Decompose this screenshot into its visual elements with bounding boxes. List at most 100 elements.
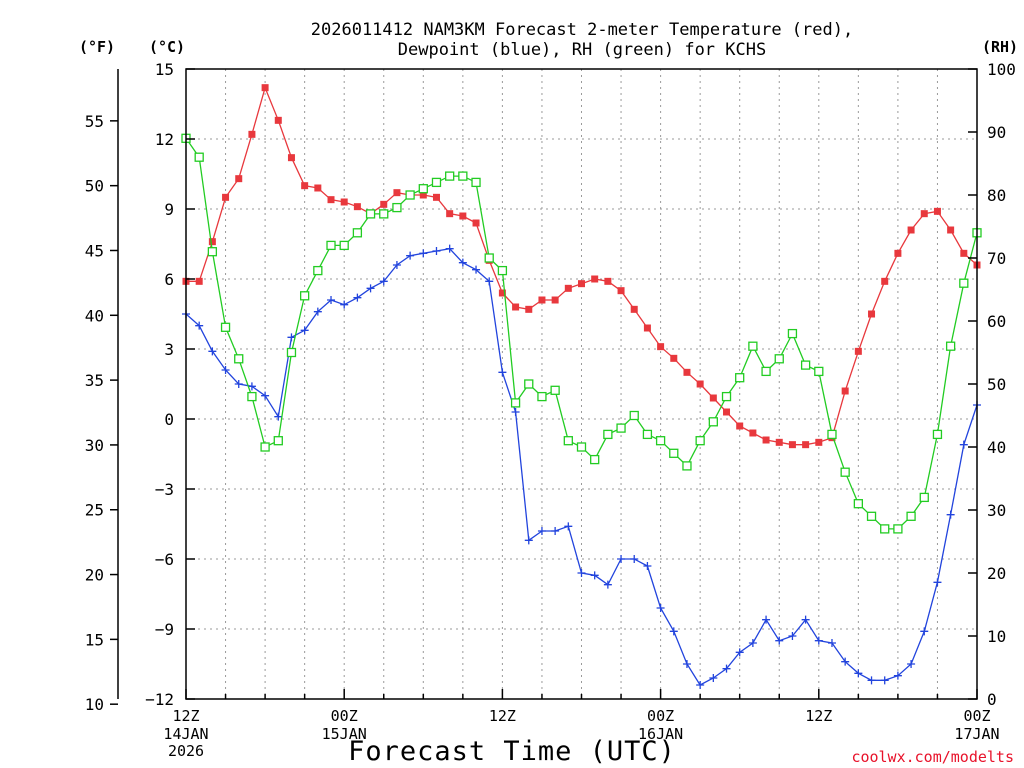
dewpoint-point [366,284,375,293]
dewpoint-point [920,627,929,636]
2-meter-temperature-point [630,305,638,313]
fahrenheit-tick-label: 15 [85,630,104,649]
2-meter-temperature-point [472,219,480,227]
2-meter-temperature-point [459,212,467,220]
rh-point [840,467,850,477]
2-meter-temperature-point [208,238,216,246]
rh-point [326,240,336,251]
rh-point [484,253,494,263]
rh-point [616,423,626,433]
rh-point [866,511,877,521]
2-meter-temperature-point [261,84,269,92]
rh-point [405,190,415,200]
dewpoint-point [590,571,599,580]
dewpoint-point [762,615,771,624]
chart-title-line2: Dewpoint (blue), RH (green) for KCHS [398,40,766,60]
2-meter-temperature-point [723,408,731,416]
rh-point [524,379,534,389]
rh-point [286,347,297,358]
dewpoint-point [564,522,573,531]
rh-point [260,442,270,452]
dewpoint-point [801,615,810,624]
dewpoint-point [208,347,217,356]
rh-point [563,436,573,446]
rh-point [576,442,587,452]
rh-point [194,152,204,162]
dewpoint-point [524,536,533,545]
rh-tick-label: 80 [987,186,1006,205]
rh-point [550,385,560,395]
rh-point [945,341,956,351]
celsius-tick-label: 15 [155,60,174,79]
rh-point [735,373,745,383]
dewpoint-point [274,412,283,421]
celsius-tick-label: 3 [164,340,174,359]
celsius-tick-label: −12 [145,690,174,709]
dewpoint-point [827,639,836,647]
2-meter-temperature-point [643,324,651,332]
dewpoint-point [814,636,823,645]
rh-tick-label: 100 [987,60,1016,79]
rh-point [510,398,521,408]
dewpoint-point [577,569,586,577]
2-meter-temperature-point [327,196,335,204]
dewpoint-point [313,307,322,316]
dewpoint-point [682,660,691,668]
celsius-tick-label: 0 [164,410,174,429]
2-meter-temperature-point [762,436,770,444]
2-meter-temperature-point [498,289,506,297]
dewpoint-point [748,639,757,647]
2-meter-temperature-point [868,310,876,318]
2-meter-temperature-point [960,249,968,257]
2-meter-temperature-point [907,226,915,234]
celsius-unit-label: (°C) [149,38,185,56]
2-meter-temperature-point [564,284,572,292]
dewpoint-point [392,261,401,269]
rh-point [603,429,613,440]
rh-point [959,278,969,288]
rh-point [708,417,718,427]
dewpoint-point [537,527,546,535]
x-tick-label: 12Z [172,707,199,725]
fahrenheit-tick-label: 25 [85,501,104,520]
dewpoint-point [643,562,652,570]
2-meter-temperature-point [881,277,889,285]
celsius-tick-label: −6 [155,550,174,569]
2-meter-temperature-point [933,207,941,215]
dewpoint-point [379,277,388,286]
rh-point [629,410,639,421]
dewpoint-point [261,391,270,400]
2-meter-temperature-point [419,191,427,199]
2-meter-temperature-point [683,368,691,376]
rh-point [748,341,758,351]
dewpoint-point [841,657,850,666]
dewpoint-point [472,265,481,274]
dewpoint-point [419,249,428,258]
2-meter-temperature-point [222,193,230,201]
dewpoint-point [551,527,560,535]
rh-tick-label: 70 [987,249,1006,268]
dewpoint-point [867,676,876,685]
x-tick-date: 14JAN [163,725,208,743]
dewpoint-point [340,300,349,309]
rh-point [721,391,732,402]
dewpoint-point [300,326,309,335]
2-meter-temperature-point [301,182,309,190]
fahrenheit-tick-label: 50 [85,177,104,196]
rh-point [234,354,244,364]
rh-point [458,171,468,181]
rh-point [853,499,863,509]
2-meter-temperature-point [248,130,256,138]
x-tick-date: 16JAN [638,725,683,743]
x-tick-date: 15JAN [322,725,367,743]
fahrenheit-tick-label: 45 [85,241,104,260]
dewpoint-point [617,555,626,563]
2-meter-temperature-point [235,175,243,183]
rh-point [695,436,705,446]
dewpoint-point [959,440,968,449]
axes-ticks: −12 −9 −6 −3 0 3 6 9 12 15 10 15 20 25 30 35 40 45 50 55 0 10… [85,60,1016,760]
fahrenheit-tick-label: 40 [85,306,104,325]
rh-point [906,511,916,521]
dewpoint-point [933,578,942,587]
2-meter-temperature-point [380,200,388,208]
